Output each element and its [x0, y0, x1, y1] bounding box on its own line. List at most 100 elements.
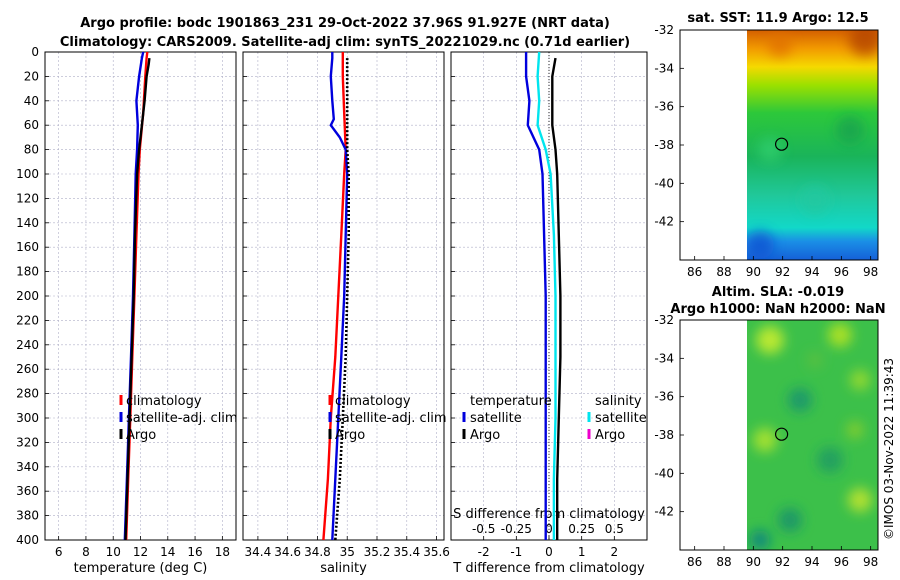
y-tick-label: 300 [16, 411, 39, 425]
map-y-tick-label: -38 [654, 428, 674, 442]
legend-label: climatology [126, 394, 202, 409]
x-tick-label: 12 [133, 545, 148, 559]
x-tick-label: 34.4 [245, 545, 272, 559]
x-tick-label: 1 [578, 545, 586, 559]
legend-label: satellite [470, 411, 522, 426]
y-tick-label: 360 [16, 484, 39, 498]
x-tick-label: 8 [82, 545, 90, 559]
argo-location-marker-sla [774, 427, 789, 441]
map-x-tick-label: 98 [863, 265, 878, 279]
top-tick-label: -0.25 [501, 522, 532, 536]
argo-location-marker [774, 137, 789, 151]
x-tick-label: 6 [55, 545, 63, 559]
map-y-tick-label: -40 [654, 466, 674, 480]
sst-map: 86 88 90 92 94 96 98 -32 -34 -36 -38 -40 -42 [654, 23, 879, 279]
map-x-tick-label: 86 [687, 265, 702, 279]
x-tick-label: 35.4 [393, 545, 420, 559]
x-tick-label: 35 [340, 545, 355, 559]
series-climatology [322, 52, 347, 541]
sla-map-title-line2: Argo h1000: NaN h2000: NaN [670, 302, 885, 317]
legend-title-temperature: temperature [470, 394, 552, 409]
copyright-stamp: ©IMOS 03-Nov-2022 11:39:43 [882, 358, 896, 540]
series-salinity-satellite [536, 51, 557, 540]
legend-label: Argo [335, 428, 365, 443]
map-y-tick-label: -42 [654, 505, 674, 519]
map-x-tick-label: 94 [804, 555, 819, 569]
x-tick-label: 35.6 [423, 545, 450, 559]
y-tick-label: 80 [24, 143, 39, 157]
x-axis-label: temperature (deg C) [74, 561, 208, 576]
difference-panel: -2 -1 0 1 2 T difference from climatology S di… [450, 51, 648, 576]
temperature-panel: 0 20 40 60 80 100 120 140 160 180 200 220 240 260 280 3… [16, 45, 238, 576]
map-x-tick-label: 90 [746, 265, 761, 279]
sst-map-title: sat. SST: 11.9 Argo: 12.5 [687, 11, 868, 26]
map-y-tick-label: -34 [654, 61, 674, 75]
series-argo [124, 57, 151, 541]
legend-label: satellite-adj. clim [335, 411, 447, 426]
y-tick-label: 100 [16, 167, 39, 181]
top-tick-label: 0.25 [568, 522, 595, 536]
x-tick-label: 0 [545, 545, 553, 559]
top-tick-label: -0.5 [472, 522, 495, 536]
map-y-tick-label: -34 [654, 351, 674, 365]
x-tick-label: 34.6 [274, 545, 301, 559]
series-temperature-satellite [524, 52, 547, 540]
x-tick-label: -2 [478, 545, 490, 559]
top-axis-label: S difference from climatology [453, 507, 645, 522]
y-tick-label: 20 [24, 69, 39, 83]
y-tick-label: 40 [24, 94, 39, 108]
y-tick-label: 120 [16, 191, 39, 205]
map-y-tick-label: -32 [654, 313, 674, 327]
x-axis-label: T difference from climatology [452, 561, 645, 576]
map-x-tick-label: 98 [863, 555, 878, 569]
map-y-tick-label: -36 [654, 100, 674, 114]
map-y-tick-label: -36 [654, 390, 674, 404]
x-tick-label: 10 [106, 545, 121, 559]
legend-label: Argo [595, 428, 625, 443]
map-x-tick-label: 86 [687, 555, 702, 569]
map-x-tick-label: 92 [775, 265, 790, 279]
y-tick-label: 200 [16, 289, 39, 303]
map-x-tick-label: 96 [834, 555, 849, 569]
y-tick-label: 140 [16, 216, 39, 230]
y-tick-label: 340 [16, 460, 39, 474]
map-y-tick-label: -42 [654, 215, 674, 229]
y-tick-label: 260 [16, 362, 39, 376]
legend-label: climatology [335, 394, 411, 409]
legend-label: Argo [126, 428, 156, 443]
x-tick-label: 14 [160, 545, 175, 559]
series-satellite-adj-clim [329, 52, 349, 541]
map-x-tick-label: 96 [834, 265, 849, 279]
map-x-tick-label: 90 [746, 555, 761, 569]
sla-map: 86 88 90 92 94 96 98 -32 -34 -36 -38 -40 -42 [654, 313, 879, 569]
map-x-tick-label: 94 [804, 265, 819, 279]
series-temperature-argo [551, 57, 562, 540]
top-tick-label: 0.5 [605, 522, 624, 536]
map-y-tick-label: -32 [654, 23, 674, 37]
x-tick-label: 35.2 [364, 545, 391, 559]
x-tick-label: 16 [187, 545, 202, 559]
x-axis-label: salinity [320, 561, 367, 576]
y-tick-label: 180 [16, 265, 39, 279]
legend-label: Argo [470, 428, 500, 443]
salinity-panel: 34.4 34.6 34.8 35 35.2 35.4 35.6 salinity climat… [242, 51, 450, 576]
y-tick-label: 400 [16, 533, 39, 547]
y-tick-label: 320 [16, 435, 39, 449]
map-x-tick-label: 92 [775, 555, 790, 569]
y-tick-label: 0 [31, 45, 39, 59]
figure-title-line1: Argo profile: bodc 1901863_231 29-Oct-20… [80, 16, 610, 31]
legend-label: satellite-adj. clim [126, 411, 238, 426]
x-tick-label: -1 [510, 545, 522, 559]
x-tick-label: 34.8 [304, 545, 331, 559]
x-tick-label: 2 [611, 545, 619, 559]
axes-frame [44, 51, 237, 541]
series-argo [334, 58, 351, 541]
map-x-tick-label: 88 [716, 265, 731, 279]
map-x-tick-label: 88 [716, 555, 731, 569]
legend-title-salinity: salinity [595, 394, 642, 409]
y-tick-label: 60 [24, 118, 39, 132]
map-y-tick-label: -40 [654, 176, 674, 190]
y-tick-label: 240 [16, 338, 39, 352]
